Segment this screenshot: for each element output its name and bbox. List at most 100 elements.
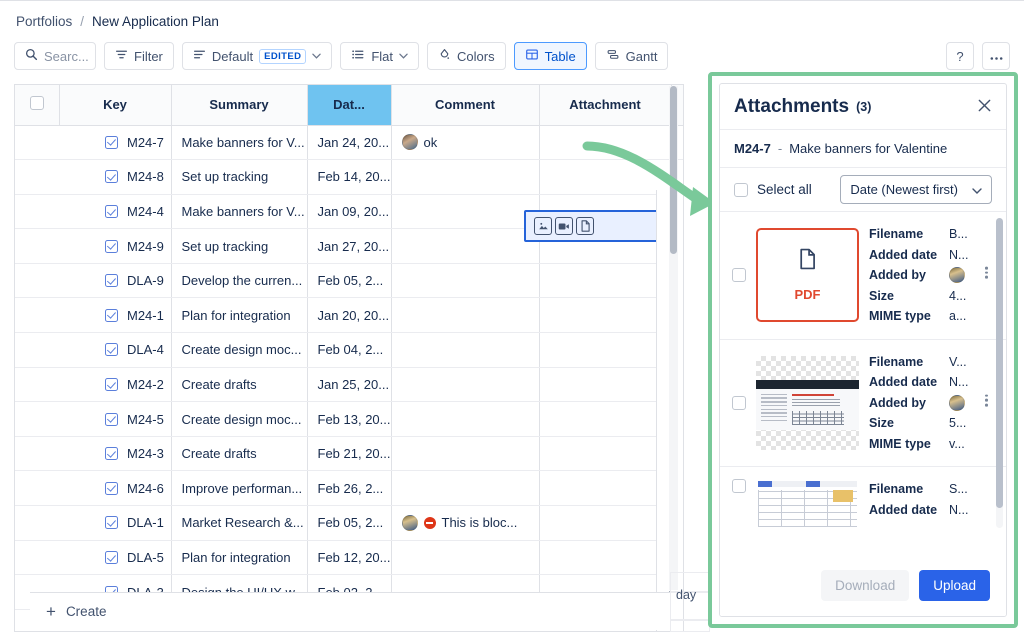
colors-button[interactable]: Colors [427,42,506,70]
header-key[interactable]: Key [59,85,172,126]
table-row[interactable]: DLA-1 Market Research &... Feb 05, 2... Thi… [15,505,683,541]
table-row[interactable]: M24-7 Make banners for V... Jan 24, 20... o… [15,125,683,161]
cell-comment[interactable]: This is bloc... [391,505,540,541]
cell-attachment[interactable] [539,332,672,368]
cell-attachment[interactable] [539,263,672,299]
attachment-menu-button[interactable] [985,392,988,413]
panel-select-all[interactable]: Select all [734,182,812,197]
view-table-tab[interactable]: Table [513,42,587,70]
cell-key[interactable]: DLA-9 [59,263,172,299]
cell-summary[interactable]: Improve performan... [171,470,308,507]
row-checkbox[interactable] [105,550,118,564]
cell-date[interactable]: Jan 24, 20... [307,125,392,161]
table-row[interactable]: M24-5 Create design moc... Feb 13, 20... [15,401,683,437]
cell-summary[interactable]: Create drafts [171,367,308,403]
image-icon[interactable] [534,217,552,235]
row-checkbox[interactable] [105,481,118,495]
download-button[interactable]: Download [821,569,910,601]
video-icon[interactable] [555,217,573,235]
row-checkbox[interactable] [105,170,118,184]
cell-attachment[interactable] [539,436,672,472]
attachment-row[interactable]: Filename V... Added date N... Added by Size 5.… [720,340,1006,467]
create-row-button[interactable]: + Create [30,592,683,630]
table-row[interactable]: DLA-9 Develop the curren... Feb 05, 2... [15,263,683,299]
search-button[interactable]: Searc... [14,42,96,70]
sort-select[interactable]: Date (Newest first) [840,175,992,204]
row-checkbox[interactable] [105,308,118,322]
cell-attachment[interactable] [539,297,672,334]
cell-summary[interactable]: Plan for integration [171,297,308,334]
row-checkbox[interactable] [105,135,118,149]
cell-summary[interactable]: Market Research &... [171,505,308,541]
cell-attachment[interactable] [539,540,672,576]
header-comment[interactable]: Comment [391,85,540,126]
header-select-all[interactable] [15,85,60,126]
header-summary[interactable]: Summary [171,85,308,126]
cell-comment[interactable] [391,159,540,195]
breadcrumb-parent[interactable]: Portfolios [16,14,73,29]
row-checkbox[interactable] [105,377,118,391]
row-checkbox[interactable] [105,274,118,288]
attachment-row[interactable]: PDF Filename B... Added date N... Added by Siz… [720,212,1006,340]
cell-comment[interactable]: ok [391,125,540,161]
table-row[interactable]: DLA-5 Plan for integration Feb 12, 20... [15,540,683,576]
cell-key[interactable]: M24-8 [59,159,172,195]
row-checkbox[interactable] [105,516,118,530]
cell-summary[interactable]: Make banners for V... [171,194,308,230]
cell-key[interactable]: M24-3 [59,436,172,472]
upload-button[interactable]: Upload [919,569,990,601]
cell-key[interactable]: M24-4 [59,194,172,230]
row-checkbox[interactable] [105,343,118,357]
cell-comment[interactable] [391,228,540,264]
cell-date[interactable]: Jan 25, 20... [307,367,392,403]
table-row[interactable]: M24-6 Improve performan... Feb 26, 2... [15,470,683,507]
attachment-checkbox[interactable] [732,268,746,283]
cell-comment[interactable] [391,470,540,507]
cell-comment[interactable] [391,367,540,403]
attachment-thumbnail-image[interactable] [756,355,859,450]
cell-date[interactable]: Jan 20, 20... [307,297,392,334]
cell-attachment[interactable] [539,470,672,507]
attachments-scrollbar[interactable] [996,218,1003,528]
cell-comment[interactable] [391,194,540,230]
attachment-row[interactable]: Filename S... Added date N... [720,467,1006,543]
cell-comment[interactable] [391,332,540,368]
cell-comment[interactable] [391,540,540,576]
cell-date[interactable]: Feb 21, 20... [307,436,392,472]
cell-key[interactable]: M24-6 [59,470,172,507]
cell-date[interactable]: Feb 05, 2... [307,505,392,541]
cell-date[interactable]: Feb 05, 2... [307,263,392,299]
table-scrollbar[interactable] [669,86,678,590]
view-default-button[interactable]: Default EDITED [181,42,333,70]
more-options-button[interactable] [982,42,1010,70]
row-checkbox[interactable] [105,239,118,253]
table-row[interactable]: M24-2 Create drafts Jan 25, 20... [15,367,683,403]
view-gantt-tab[interactable]: Gantt [594,42,669,70]
document-icon[interactable] [576,217,594,235]
cell-summary[interactable]: Set up tracking [171,159,308,195]
attachment-checkbox[interactable] [732,395,746,410]
cell-attachment[interactable] [539,367,672,403]
chevron-down-icon[interactable] [399,51,408,62]
cell-summary[interactable]: Create drafts [171,436,308,472]
select-all-checkbox[interactable] [29,96,44,111]
cell-attachment[interactable] [539,505,672,541]
attachment-thumbnail-spreadsheet[interactable] [756,479,859,531]
cell-summary[interactable]: Develop the curren... [171,263,308,299]
header-attachment[interactable]: Attachment [539,85,672,126]
chevron-down-icon[interactable] [312,51,322,62]
cell-attachment[interactable] [539,125,672,161]
filter-button[interactable]: Filter [104,42,174,70]
cell-date[interactable]: Jan 09, 20... [307,194,392,230]
cell-summary[interactable]: Create design moc... [171,332,308,368]
cell-date[interactable]: Feb 04, 2... [307,332,392,368]
cell-key[interactable]: M24-7 [59,125,172,161]
cell-date[interactable]: Feb 26, 2... [307,470,392,507]
breadcrumb-current[interactable]: New Application Plan [92,14,219,29]
cell-key[interactable]: M24-2 [59,367,172,403]
header-date[interactable]: Dat... [307,85,392,126]
help-button[interactable]: ? [946,42,974,70]
cell-key[interactable]: DLA-1 [59,505,172,541]
close-icon[interactable] [977,98,992,116]
cell-attachment[interactable] [539,401,672,437]
